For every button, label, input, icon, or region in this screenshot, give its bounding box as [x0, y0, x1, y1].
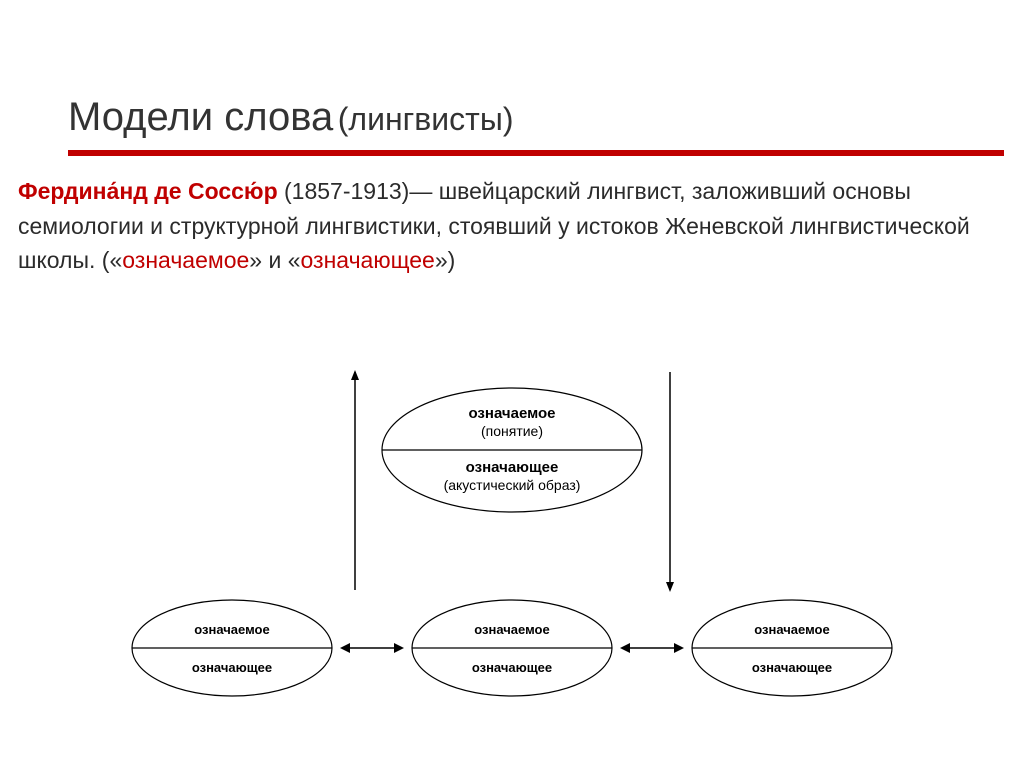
title-sub: (лингвисты): [338, 101, 514, 137]
author-name: Фердина́нд де Соссю́р: [18, 178, 278, 204]
node-top-label: означаемое: [474, 622, 549, 637]
saussure-diagram: означаемое(понятие)означающее(акустическ…: [0, 360, 1024, 760]
node-bottom-label: означающее: [192, 660, 272, 675]
arrow-left-head: [340, 643, 350, 653]
node-bottom-label: означающее: [752, 660, 832, 675]
term-signifier: означающее: [301, 247, 435, 273]
title-main: Модели слова: [68, 95, 333, 139]
node-bottom-label: означающее: [466, 459, 559, 476]
node-top-paren: (понятие): [481, 423, 543, 439]
node-top-label: означаемое: [194, 622, 269, 637]
body-paragraph: Фердина́нд де Соссю́р (1857-1913)— швейц…: [0, 156, 1024, 278]
arrow-left-head: [620, 643, 630, 653]
node-top-label: означаемое: [754, 622, 829, 637]
arrow-right-head: [394, 643, 404, 653]
para-mid: » и «: [249, 247, 300, 273]
slide-title-block: Модели слова (лингвисты): [0, 0, 1024, 156]
node-top-label: означаемое: [468, 405, 555, 422]
term-signified: означаемое: [122, 247, 249, 273]
title-underline: [68, 150, 1004, 156]
node-bottom-label: означающее: [472, 660, 552, 675]
arrow-right-head: [674, 643, 684, 653]
node-bottom-paren: (акустический образ): [444, 477, 581, 493]
para-end: »): [435, 247, 455, 273]
